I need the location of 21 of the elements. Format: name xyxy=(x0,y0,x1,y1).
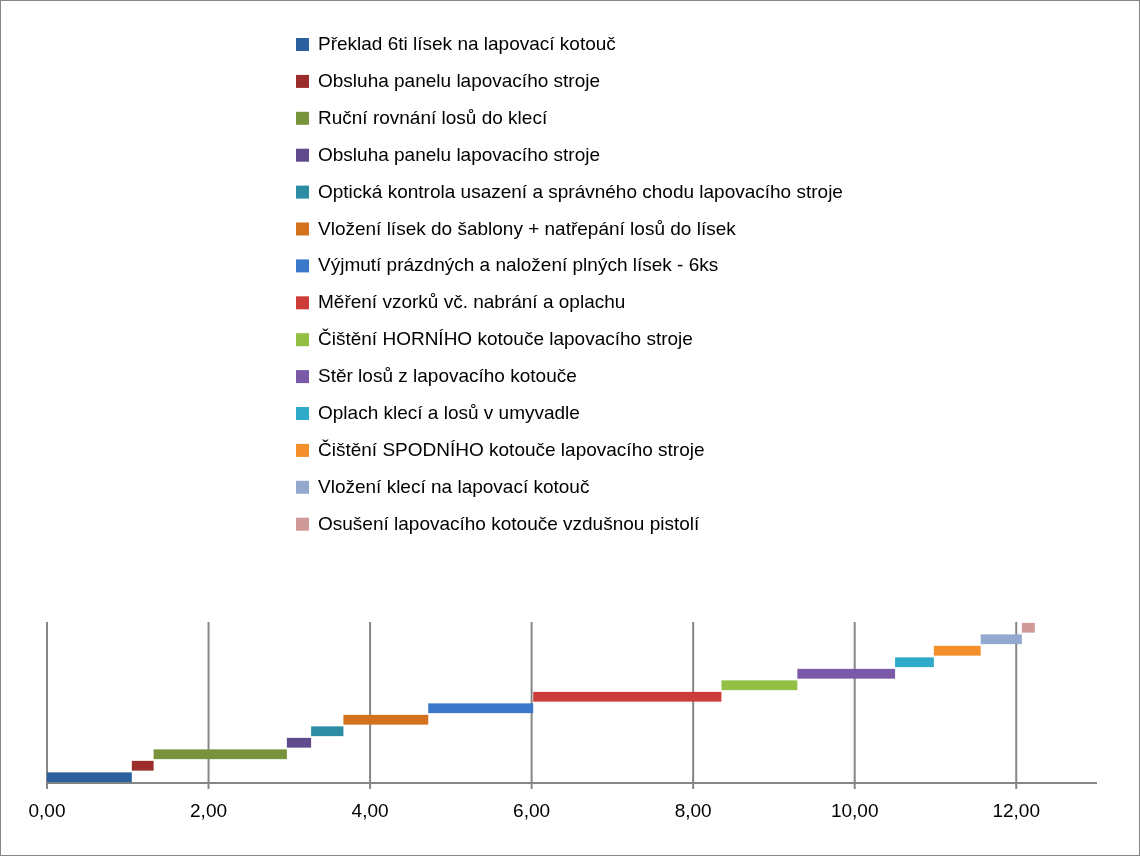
x-tick-label: 4,00 xyxy=(351,800,389,822)
legend-label: Vložení lísek do šablony + natřepání losů do lísek xyxy=(318,217,737,239)
x-tick-label: 10,00 xyxy=(830,800,879,822)
legend-label: Obsluha panelu lapovacího stroje xyxy=(318,143,601,165)
x-tick-label: 6,00 xyxy=(513,800,551,822)
legend-label: Obsluha panelu lapovacího stroje xyxy=(318,69,601,91)
legend-label: Stěr losů z lapovacího kotouče xyxy=(318,365,577,387)
x-tick-label: 12,00 xyxy=(992,800,1040,822)
legend-label: Oplach klecí a losů v umyvadle xyxy=(318,402,580,424)
legend-label: Čištění SPODNÍHO kotouče lapovacího stroje xyxy=(318,438,705,460)
x-tick-label: 0,00 xyxy=(28,800,66,822)
legend-label: Čištění HORNÍHO kotouče lapovacího stroje xyxy=(318,328,693,350)
x-tick-label: 8,00 xyxy=(674,800,712,822)
legend-label: Výjmutí prázdných a naložení plných lísek - 6ks xyxy=(318,254,719,276)
legend-label: Měření vzorků vč. nabrání a oplachu xyxy=(318,291,626,313)
legend-label: Vložení klecí na lapovací kotouč xyxy=(318,475,590,497)
legend-label: Optická kontrola usazení a správného chodu lapovacího stroje xyxy=(318,180,843,202)
x-tick-label: 2,00 xyxy=(190,800,228,822)
legend-label: Osušení lapovacího kotouče vzdušnou pistolí xyxy=(318,512,701,534)
legend-label: Překlad 6ti lísek na lapovací kotouč xyxy=(318,33,616,55)
legend-label: Ruční rovnání losů do klecí xyxy=(318,106,548,128)
